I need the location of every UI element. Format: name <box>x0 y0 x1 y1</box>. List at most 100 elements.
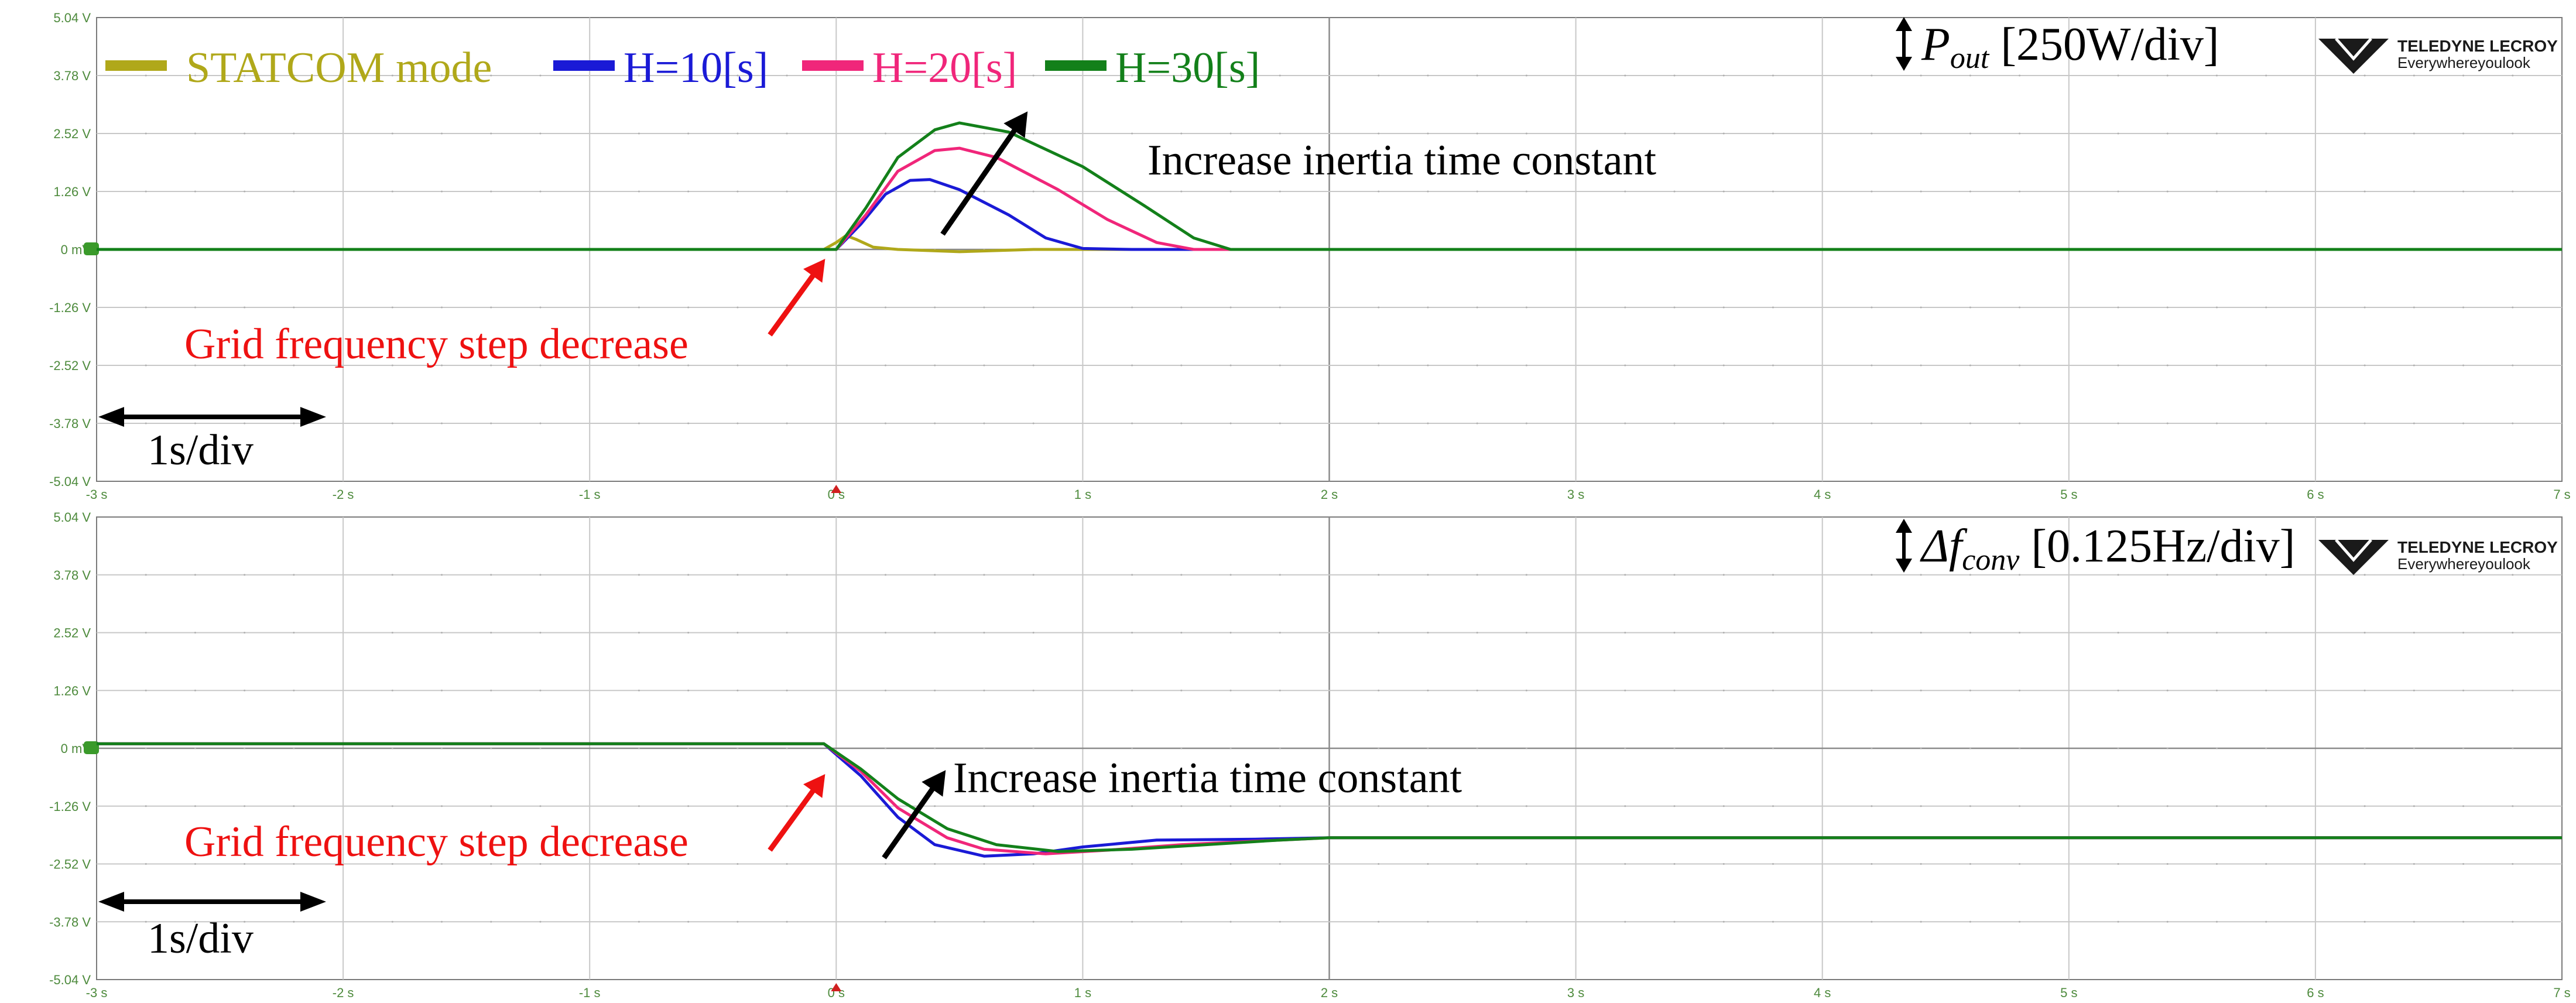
minor-grid-dot <box>1871 306 1873 309</box>
legend-label: STATCOM mode <box>186 44 492 92</box>
minor-grid-dot <box>983 863 985 865</box>
minor-grid-dot <box>1476 689 1478 692</box>
minor-grid-dot <box>1131 863 1133 865</box>
minor-grid-dot <box>2512 863 2514 865</box>
minor-grid-dot <box>2019 74 2021 77</box>
minor-grid-dot <box>441 805 443 807</box>
minor-grid-dot <box>2512 132 2514 135</box>
minor-grid-dot <box>1427 632 1429 634</box>
minor-grid-dot <box>145 132 147 135</box>
minor-grid-dot <box>244 805 246 807</box>
minor-grid-dot <box>1378 190 1380 193</box>
minor-grid-dot <box>1920 805 1922 807</box>
minor-grid-dot <box>145 422 147 425</box>
minor-grid-dot <box>1673 920 1676 923</box>
minor-grid-dot <box>737 863 739 865</box>
series-line <box>97 146 2562 251</box>
minor-grid-dot <box>2413 306 2415 309</box>
minor-grid-dot <box>441 306 443 309</box>
minor-grid-dot <box>194 422 196 425</box>
logo-brand: TELEDYNE LECROY <box>2397 37 2558 55</box>
minor-grid-dot <box>1871 805 1873 807</box>
minor-grid-dot <box>1032 74 1034 77</box>
minor-grid-dot <box>2117 422 2119 425</box>
minor-grid-dot <box>1378 74 1380 77</box>
minor-grid-dot <box>2166 74 2169 77</box>
minor-grid-dot <box>737 574 739 576</box>
minor-grid-dot <box>1476 632 1478 634</box>
minor-grid-dot <box>2512 805 2514 807</box>
grid-step-arrow-head <box>803 259 825 283</box>
minor-grid-dot <box>638 805 640 807</box>
minor-grid-dot <box>391 132 393 135</box>
minor-grid-dot <box>2019 364 2021 367</box>
minor-grid-dot <box>983 74 985 77</box>
minor-grid-dot <box>1378 805 1380 807</box>
x-tick-label: 3 s <box>1567 487 1584 502</box>
minor-grid-dot <box>934 364 936 367</box>
minor-grid-dot <box>539 689 542 692</box>
minor-grid-dot <box>2413 422 2415 425</box>
series-line <box>97 742 2562 853</box>
minor-grid-dot <box>1920 689 1922 692</box>
minor-grid-dot <box>786 920 788 923</box>
minor-grid-dot <box>2019 863 2021 865</box>
minor-grid-dot <box>2215 747 2218 749</box>
minor-grid-dot <box>638 422 640 425</box>
minor-grid-dot <box>1969 422 1971 425</box>
minor-grid-dot <box>1131 364 1133 367</box>
trigger-marker <box>831 485 842 493</box>
minor-grid-dot <box>1920 74 1922 77</box>
minor-grid-dot <box>687 306 690 309</box>
minor-grid-dot <box>1476 364 1478 367</box>
minor-grid-dot <box>1427 574 1429 576</box>
minor-grid-dot <box>2265 920 2267 923</box>
minor-grid-dot <box>490 364 492 367</box>
minor-grid-dot <box>1229 364 1232 367</box>
minor-grid-dot <box>2215 632 2218 634</box>
minor-grid-dot <box>786 689 788 692</box>
minor-grid-dot <box>391 920 393 923</box>
minor-grid-dot <box>2462 805 2465 807</box>
minor-grid-dot <box>1525 747 1527 749</box>
minor-grid-dot <box>737 306 739 309</box>
minor-grid-dot <box>1871 920 1873 923</box>
minor-grid-dot <box>1969 805 1971 807</box>
minor-grid-dot <box>1131 422 1133 425</box>
minor-grid-dot <box>1476 805 1478 807</box>
y-tick-label: 3.78 V <box>53 568 91 583</box>
minor-grid-dot <box>2363 364 2366 367</box>
minor-grid-dot <box>2462 920 2465 923</box>
y-tick-label: -3.78 V <box>49 915 91 929</box>
minor-grid-dot <box>983 574 985 576</box>
minor-grid-dot <box>885 132 887 135</box>
minor-grid-dot <box>2413 364 2415 367</box>
minor-grid-dot <box>1969 920 1971 923</box>
minor-grid-dot <box>244 132 246 135</box>
minor-grid-dot <box>1525 74 1527 77</box>
minor-grid-dot <box>2265 805 2267 807</box>
minor-grid-dot <box>786 632 788 634</box>
minor-grid-dot <box>1969 74 1971 77</box>
minor-grid-dot <box>1180 306 1183 309</box>
minor-grid-dot <box>2512 574 2514 576</box>
minor-grid-dot <box>2117 805 2119 807</box>
scale-arrow-down <box>1896 559 1912 573</box>
minor-grid-dot <box>490 422 492 425</box>
minor-grid-dot <box>2512 689 2514 692</box>
y-tick-label: 5.04 V <box>53 11 91 25</box>
minor-grid-dot <box>1032 632 1034 634</box>
minor-grid-dot <box>1969 574 1971 576</box>
minor-grid-dot <box>441 689 443 692</box>
minor-grid-dot <box>244 574 246 576</box>
minor-grid-dot <box>1229 74 1232 77</box>
minor-grid-dot <box>2363 747 2366 749</box>
minor-grid-dot <box>1871 364 1873 367</box>
minor-grid-dot <box>885 574 887 576</box>
minor-grid-dot <box>1427 747 1429 749</box>
minor-grid-dot <box>1180 805 1183 807</box>
minor-grid-dot <box>194 747 196 749</box>
minor-grid-dot <box>1871 574 1873 576</box>
minor-grid-dot <box>1673 805 1676 807</box>
minor-grid-dot <box>2363 689 2366 692</box>
